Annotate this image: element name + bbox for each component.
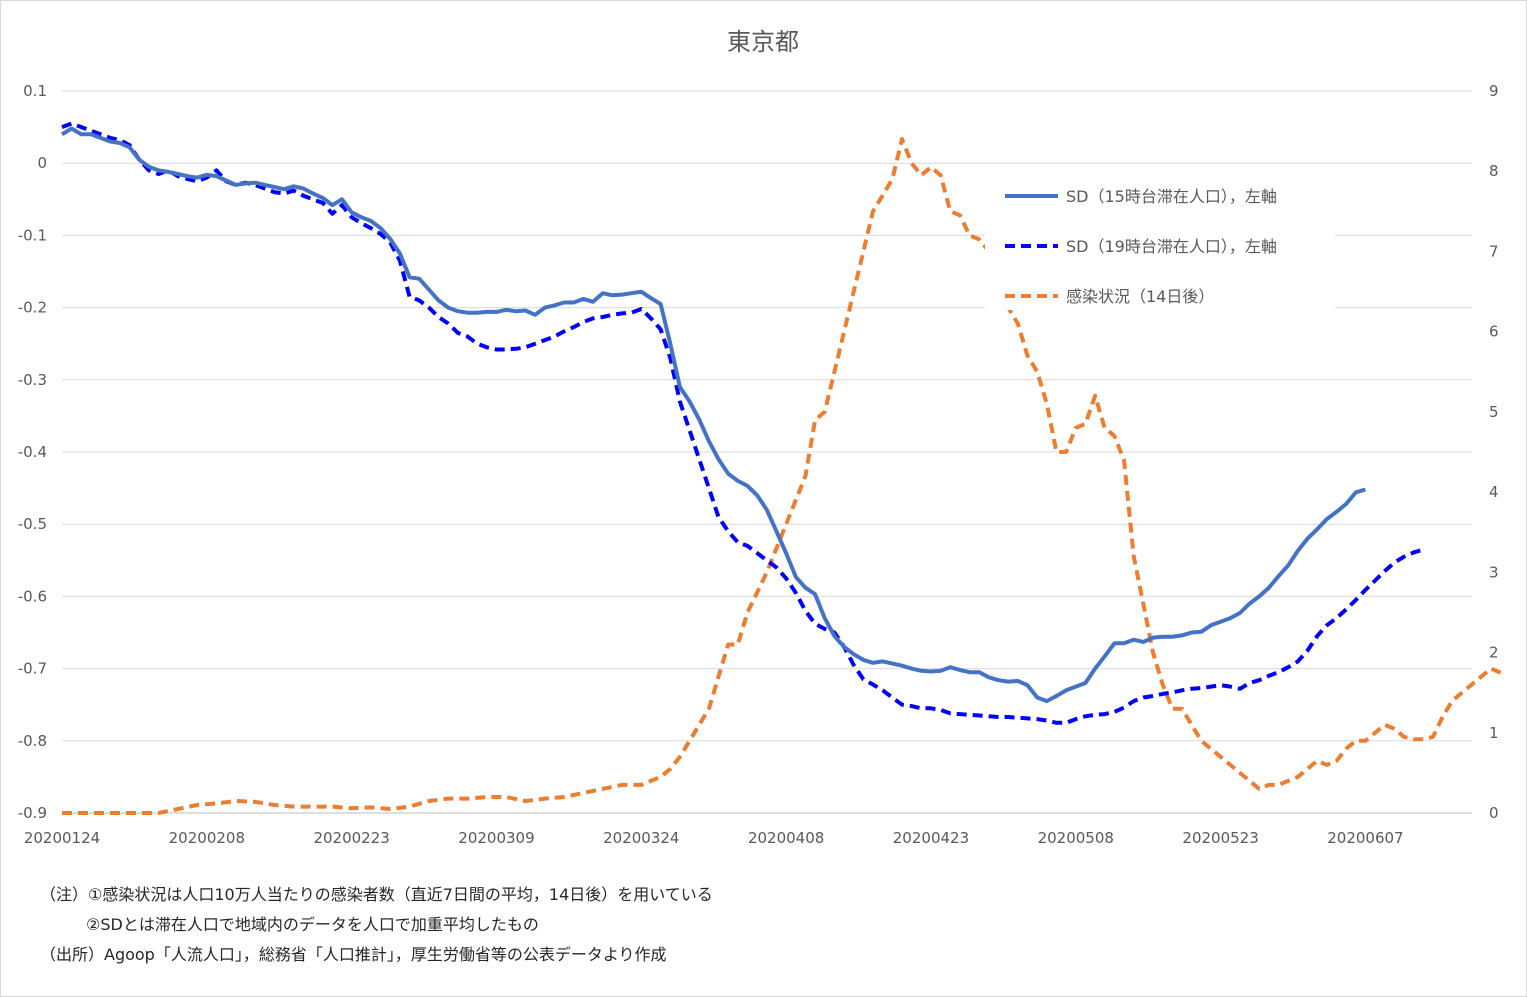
series-line-2 bbox=[62, 137, 1502, 815]
note-source: （出所）Agoop「人流人口」，総務省「人口推計」，厚生労働省等の公表データより… bbox=[40, 945, 667, 964]
series-line-1 bbox=[61, 121, 1424, 725]
x-tick-label: 20200309 bbox=[458, 829, 534, 847]
series-line-0 bbox=[60, 126, 1366, 704]
x-tick-label: 20200208 bbox=[169, 829, 245, 847]
left-tick-label: -0.8 bbox=[18, 732, 47, 750]
left-tick-label: -0.3 bbox=[18, 371, 47, 389]
legend-label-0: SD（15時台滞在人口），左軸 bbox=[1066, 187, 1277, 206]
x-tick-label: 20200423 bbox=[893, 829, 969, 847]
right-tick-label: 7 bbox=[1489, 242, 1499, 260]
x-tick-label: 20200324 bbox=[603, 829, 679, 847]
right-tick-label: 6 bbox=[1489, 323, 1499, 341]
notes: （注）①感染状況は人口10万人当たりの感染者数（直近7日間の平均，14日後）を用… bbox=[40, 880, 713, 970]
note-1: （注）①感染状況は人口10万人当たりの感染者数（直近7日間の平均，14日後）を用… bbox=[40, 885, 713, 904]
left-tick-label: -0.2 bbox=[18, 299, 47, 317]
right-tick-label: 8 bbox=[1489, 162, 1499, 180]
legend-box bbox=[985, 170, 1335, 310]
x-tick-label: 20200408 bbox=[748, 829, 824, 847]
right-tick-label: 3 bbox=[1489, 563, 1499, 581]
left-tick-label: -0.7 bbox=[18, 660, 47, 678]
right-tick-label: 4 bbox=[1489, 483, 1499, 501]
left-tick-label: -0.4 bbox=[18, 443, 47, 461]
x-tick-label: 20200508 bbox=[1038, 829, 1114, 847]
left-tick-label: -0.9 bbox=[18, 804, 47, 822]
right-tick-label: 1 bbox=[1489, 724, 1499, 742]
x-tick-label: 20200223 bbox=[313, 829, 389, 847]
right-tick-label: 0 bbox=[1489, 804, 1499, 822]
chart-title: 東京都 bbox=[727, 28, 799, 56]
x-tick-label: 20200523 bbox=[1182, 829, 1258, 847]
x-tick-label: 20200124 bbox=[24, 829, 100, 847]
legend-label-1: SD（19時台滞在人口），左軸 bbox=[1066, 237, 1277, 256]
right-tick-label: 9 bbox=[1489, 82, 1499, 100]
right-tick-label: 2 bbox=[1489, 644, 1499, 662]
left-tick-label: 0.1 bbox=[23, 82, 47, 100]
note-2: ②SDとは滞在人口で地域内のデータを人口で加重平均したもの bbox=[86, 915, 539, 934]
left-tick-label: 0 bbox=[37, 154, 47, 172]
x-tick-label: 20200607 bbox=[1327, 829, 1403, 847]
left-tick-label: -0.6 bbox=[18, 587, 47, 605]
legend-label-2: 感染状況（14日後） bbox=[1066, 287, 1214, 306]
left-tick-label: -0.1 bbox=[18, 226, 47, 244]
left-tick-label: -0.5 bbox=[18, 515, 47, 533]
right-tick-label: 5 bbox=[1489, 403, 1499, 421]
